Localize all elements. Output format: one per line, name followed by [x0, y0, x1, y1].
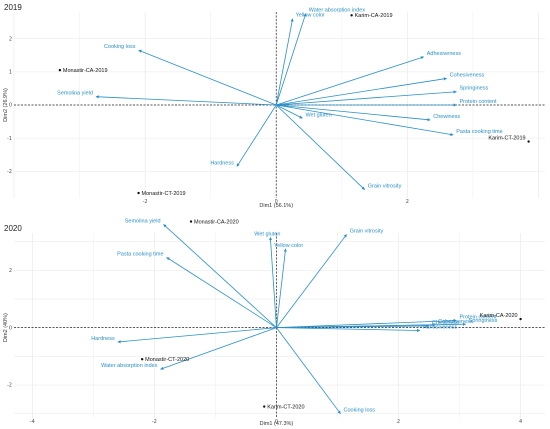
variable-arrow-hardness — [117, 327, 277, 344]
y-tick-label: -2 — [7, 383, 12, 389]
individual-point-monastir-ca-2020 — [189, 220, 193, 223]
variable-label-grain-vitrosity: Grain vitrosity — [368, 184, 402, 190]
variable-arrow-wet-gluten — [276, 104, 303, 119]
panel-title: 2020 — [4, 224, 22, 233]
variable-label-protein-content: Protein content — [460, 314, 497, 320]
variable-label-chewiness: Chewiness — [432, 320, 459, 326]
x-axis-label: Dim1 (47.3%) — [260, 421, 294, 427]
variable-arrow-adhesiveness — [276, 327, 421, 333]
variable-label-hardness: Hardness — [210, 160, 234, 166]
variable-label-pasta-cooking-time: Pasta cooking time — [456, 129, 502, 135]
variable-label-semolina-yield: Semolina yield — [57, 91, 93, 97]
individual-label-monastir-ca-2020: Monastir-CA-2020 — [194, 219, 239, 225]
panel-title: 2019 — [4, 3, 22, 12]
individual-label-monastir-ca-2019: Monastir-CA-2019 — [63, 68, 108, 74]
x-tick-label: 2 — [406, 199, 409, 205]
y-tick-label: 1 — [9, 69, 12, 75]
variable-arrow-wet-gluten — [268, 236, 277, 328]
variable-arrow-protein-content — [276, 318, 457, 329]
variable-arrow-hardness — [236, 104, 277, 167]
individual-point-monastir-ct-2020 — [140, 358, 144, 361]
variable-label-adhesiveness: Adhesiveness — [423, 325, 457, 331]
variable-label-wet-gluten: Wet gluten — [305, 112, 331, 118]
individual-label-karim-ca-2020: Karim-CA-2020 — [480, 313, 518, 319]
variable-arrow-yellow-color — [276, 248, 287, 328]
variable-label-adhesiveness: Adhesiveness — [427, 51, 461, 57]
biplot-panel-2019: -2 0 2 2 1 0 -1 -2 2019 Dim1 (56.1%) Dim2 (26.9%) W… — [3, 3, 545, 209]
variable-arrow-pasta-cooking-time — [276, 104, 454, 136]
variable-label-cooking-loss: Cooking loss — [104, 44, 136, 50]
variable-arrow-pasta-cooking-time — [166, 257, 277, 328]
variable-arrow-yellow-color — [275, 18, 294, 106]
variable-arrow-springiness — [276, 90, 457, 106]
variable-label-pasta-cooking-time: Pasta cooking time — [117, 251, 163, 257]
variable-arrow-grain-vitrosity — [275, 104, 365, 190]
variable-label-cooking-loss: Cooking loss — [344, 408, 376, 414]
variable-arrow-cooking-loss — [276, 327, 341, 414]
individual-label-monastir-ct-2019: Monastir-CT-2019 — [142, 191, 186, 197]
variable-arrow-cooking-loss — [138, 49, 277, 106]
y-tick-label: 2 — [9, 268, 12, 274]
variable-arrow-semolina-yield — [95, 95, 277, 106]
individual-label-karim-ca-2019: Karim-CA-2019 — [355, 13, 393, 19]
variable-label-wet-gluten: Wet gluten — [254, 231, 280, 237]
individual-point-monastir-ca-2019 — [58, 68, 62, 72]
variable-arrow-grain-vitrosity — [276, 234, 347, 328]
variable-label-yellow-color: Yellow color — [296, 13, 325, 19]
variable-label-cohesiveness: Cohesiveness — [438, 319, 473, 325]
individual-point-karim-ca-2019 — [350, 14, 353, 17]
x-tick-label: 0 — [275, 419, 278, 425]
variable-arrow-semolina-yield — [163, 224, 277, 328]
individual-point-karim-ct-2019 — [527, 140, 530, 143]
variable-arrow-water-absorption-index — [275, 13, 307, 106]
variable-label-chewiness: Chewiness — [433, 114, 460, 120]
plot-background — [14, 233, 545, 418]
x-tick-label: -2 — [143, 199, 148, 205]
variable-arrow-water-absorption-index — [160, 327, 277, 370]
y-tick-label: -1 — [7, 136, 12, 142]
variable-arrow-cohesiveness — [276, 77, 447, 106]
variable-label-protein-content: Protein content — [460, 99, 497, 105]
variable-label-semolina-yield: Semolina yield — [125, 218, 161, 224]
y-tick-label: 0 — [9, 103, 12, 109]
y-axis-label: Dim2 (26.9%) — [3, 88, 9, 122]
x-axis-label: Dim1 (56.1%) — [259, 203, 293, 209]
x-tick-label: -2 — [152, 419, 157, 425]
x-tick-label: 4 — [519, 419, 522, 425]
x-tick-label: 2 — [397, 419, 400, 425]
x-tick-label: 0 — [275, 199, 278, 205]
variable-label-cohesiveness: Cohesiveness — [450, 72, 485, 78]
individual-point-karim-ct-2020 — [263, 405, 266, 408]
variable-label-springiness: Springiness — [469, 318, 498, 324]
variable-arrow-chewiness — [276, 104, 431, 122]
variable-label-springiness: Springiness — [460, 86, 489, 92]
variable-label-grain-vitrosity: Grain vitrosity — [350, 228, 384, 234]
individual-point-monastir-ct-2019 — [137, 191, 140, 195]
y-axis-label: Dim2 (40%) — [3, 313, 9, 342]
individual-label-karim-ct-2020: Karim-CT-2020 — [267, 404, 304, 410]
variable-arrow-cohesiveness — [276, 323, 436, 329]
biplot-panel-2020: -4 -2 0 2 4 2 0 -2 2020 Dim1 (47.3%) Dim2 (40%) Wet… — [3, 218, 545, 427]
individual-label-karim-ct-2019: Karim-CT-2019 — [488, 136, 525, 142]
variable-label-yellow-color: Yellow color — [274, 243, 303, 249]
individual-point-karim-ca-2020 — [519, 317, 522, 321]
grid — [13, 12, 545, 198]
y-tick-label: 0 — [9, 325, 12, 331]
x-tick-label: -4 — [30, 419, 35, 425]
variable-label-hardness: Hardness — [91, 336, 115, 342]
individual-label-monastir-ct-2020: Monastir-CT-2020 — [145, 357, 189, 363]
variable-label-water-absorption-index: Water absorption index — [101, 363, 158, 369]
y-tick-label: 2 — [9, 36, 12, 42]
variable-arrow-adhesiveness — [276, 56, 425, 106]
y-tick-label: -2 — [7, 169, 12, 175]
variable-label-water-absorption-index: Water absorption index — [309, 8, 366, 14]
